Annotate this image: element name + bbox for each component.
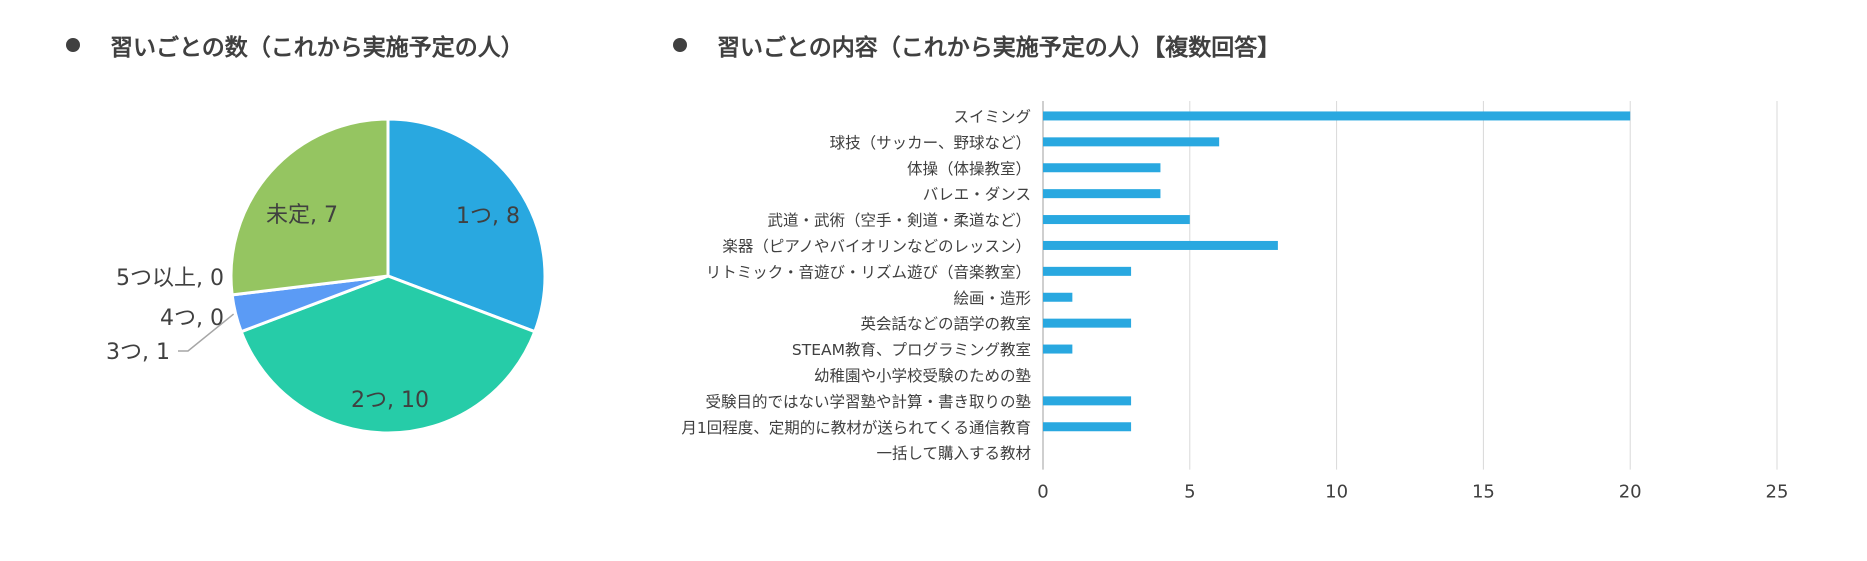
category-label: 英会話などの語学の教室 [860,315,1031,333]
pie-data-label-0: 1つ, 8 [456,204,520,229]
category-label: 武道・武術（空手・剣道・柔道など） [767,212,1031,230]
pie-data-label-3: 4つ, 0 [160,306,224,331]
category-label: 幼稚園や小学校受験のための塾 [814,367,1031,385]
pie-chart-title: 習いごとの数（これから実施予定の人） [66,28,524,62]
bar-chart-title: 習いごとの内容（これから実施予定の人）【複数回答】 [673,28,1280,62]
bullet-icon [673,38,687,52]
pie-chart-title-text: 習いごとの数（これから実施予定の人） [110,35,524,61]
pie-data-label-2: 3つ, 1 [106,340,170,365]
bar [1043,215,1190,225]
bar [1043,111,1631,121]
x-tick-label: 5 [1184,482,1195,503]
x-tick-label: 10 [1325,482,1348,503]
pie-slice-5 [229,117,390,297]
pie-slice-0 [386,117,547,334]
bar [1043,422,1132,432]
bar [1043,137,1220,147]
x-tick-label: 20 [1619,482,1642,503]
bar [1043,318,1132,328]
bar-chart-title-text: 習いごとの内容（これから実施予定の人）【複数回答】 [717,35,1281,61]
pie-leader-line [178,313,235,352]
bar [1043,292,1073,302]
pie-slice-1 [239,274,537,435]
bullet-icon [66,38,80,52]
x-tick-label: 15 [1472,482,1495,503]
category-label: 球技（サッカー、野球など） [830,134,1031,152]
pie-chart: 1つ, 8 2つ, 10 3つ, 1 4つ, 0 5つ以上, 0 未定, 7 [106,117,547,435]
bar [1043,163,1161,173]
pie-data-label-5: 未定, 7 [266,203,338,228]
pie-data-label-4: 5つ以上, 0 [116,266,224,291]
category-label: スイミング [953,108,1031,126]
category-label: 楽器（ピアノやバイオリンなどのレッスン） [722,237,1031,255]
pie-data-label-1: 2つ, 10 [351,388,429,413]
category-label: STEAM教育、プログラミング教室 [792,341,1031,359]
category-label: 絵画・造形 [953,289,1031,307]
bar [1043,240,1278,250]
category-label: リトミック・音遊び・リズム遊び（音楽教室） [706,263,1031,281]
category-label: バレエ・ダンス [923,186,1031,204]
bar [1043,344,1073,354]
x-tick-label: 25 [1766,482,1789,503]
bar [1043,266,1132,276]
category-label: 月1回程度、定期的に教材が送られてくる通信教育 [681,419,1031,437]
bar [1043,189,1161,199]
bar [1043,396,1132,406]
category-label: 一括して購入する教材 [876,445,1031,463]
category-label: 受験目的ではない学習塾や計算・書き取りの塾 [705,392,1031,411]
x-tick-label: 0 [1037,482,1048,503]
category-label: 体操（体操教室） [907,160,1031,178]
